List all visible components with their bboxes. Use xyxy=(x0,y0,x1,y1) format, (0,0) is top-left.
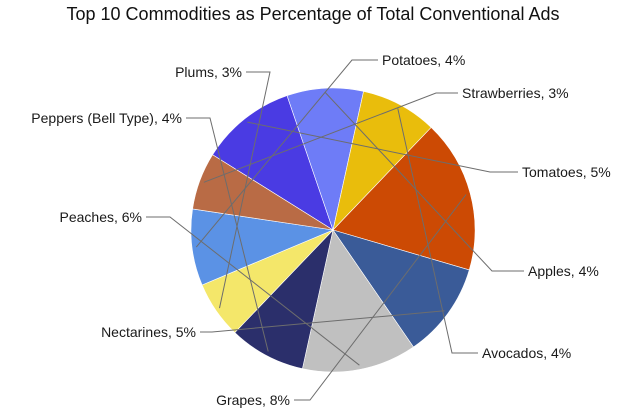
leader-line-avocados xyxy=(397,108,478,354)
chart-title: Top 10 Commodities as Percentage of Tota… xyxy=(66,4,560,24)
leader-line-potatoes xyxy=(195,59,378,248)
leader-line-tomatoes xyxy=(247,121,518,173)
leader-line-grapes xyxy=(294,194,467,401)
slice-label-potatoes: Potatoes, 4% xyxy=(382,52,465,68)
slice-label-plums: Plums, 3% xyxy=(175,64,242,80)
slice-label-strawberries: Strawberries, 3% xyxy=(462,85,569,101)
leader-line-nectarines xyxy=(200,310,445,333)
slice-label-nectarines: Nectarines, 5% xyxy=(101,324,196,340)
slice-label-avocados: Avocados, 4% xyxy=(482,345,571,361)
labels-layer: Tomatoes, 5% Apples, 4% Avocados, 4% Grapes… xyxy=(31,52,610,408)
slice-label-peaches: Peaches, 6% xyxy=(60,209,143,225)
pie-slice-grapes xyxy=(332,126,476,271)
slices-layer xyxy=(190,87,476,373)
pie-slice-peaches xyxy=(302,229,414,373)
slice-label-peppers-bell-type: Peppers (Bell Type), 4% xyxy=(31,110,182,126)
pie-slice-tomatoes xyxy=(212,95,334,231)
pie-slice-nectarines xyxy=(332,229,470,348)
leader-line-peaches xyxy=(146,216,360,366)
leader-line-strawberries xyxy=(203,92,458,183)
leaders-layer xyxy=(146,59,524,401)
slice-label-grapes: Grapes, 8% xyxy=(216,392,290,408)
leader-line-peppers-bell-type xyxy=(186,117,269,352)
leader-line-plums xyxy=(219,71,271,309)
slice-label-apples: Apples, 4% xyxy=(528,263,599,279)
slice-label-tomatoes: Tomatoes, 5% xyxy=(522,164,611,180)
leader-line-apples xyxy=(324,92,524,272)
